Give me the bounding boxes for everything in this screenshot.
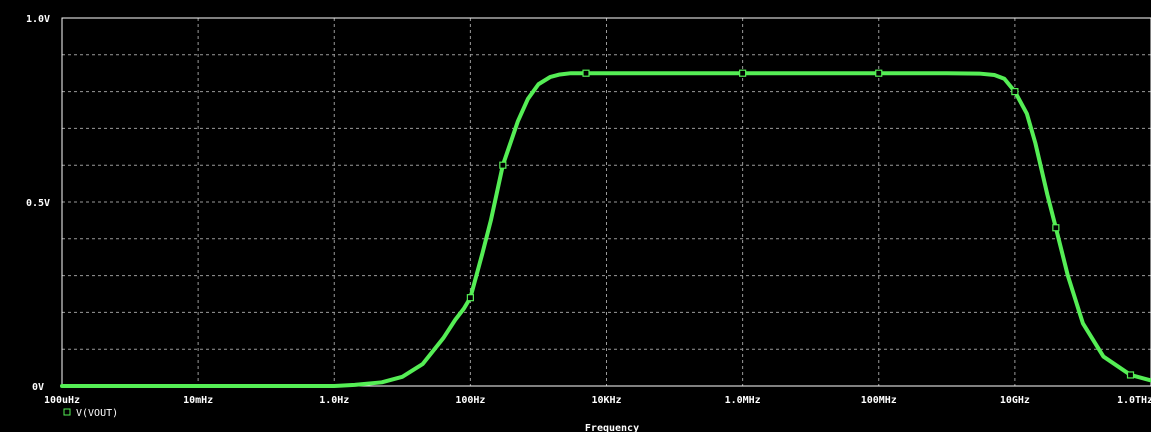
tick-labels: 100uHz 10mHz 1.0Hz 100Hz 10KHz 1.0MHz 100MHz 10…: [26, 14, 1151, 406]
plot-frame: [61, 17, 1151, 387]
series-marker: [1126, 371, 1135, 379]
x-tick-label: 10GHz: [1000, 395, 1030, 406]
series-markers: [466, 69, 1135, 379]
x-tick-label: 1.0Hz: [319, 395, 349, 406]
x-tick-label: 10mHz: [183, 395, 213, 406]
y-tick-label: 0V: [32, 382, 44, 393]
x-axis-label: Frequency: [585, 423, 639, 432]
series-marker: [875, 69, 883, 77]
series-marker: [582, 69, 590, 77]
y-tick-label: 0.5V: [26, 198, 50, 209]
legend-marker: [63, 408, 71, 416]
grid-lines: [61, 18, 1151, 386]
series-marker: [1052, 224, 1060, 232]
legend-label: V(VOUT): [76, 408, 118, 419]
x-tick-label: 1.0THz: [1117, 395, 1151, 406]
series-marker: [499, 161, 507, 169]
x-tick-label: 10KHz: [591, 395, 621, 406]
x-tick-label: 100MHz: [861, 395, 897, 406]
x-tick-label: 100uHz: [44, 395, 80, 406]
series-marker: [466, 294, 474, 302]
x-tick-label: 100Hz: [455, 395, 485, 406]
series-line-vout: [60, 71, 1151, 388]
legend: V(VOUT): [63, 408, 118, 419]
series-marker: [739, 69, 747, 77]
x-tick-label: 1.0MHz: [725, 395, 761, 406]
y-tick-label: 1.0V: [26, 14, 50, 25]
series-marker: [1011, 87, 1019, 96]
